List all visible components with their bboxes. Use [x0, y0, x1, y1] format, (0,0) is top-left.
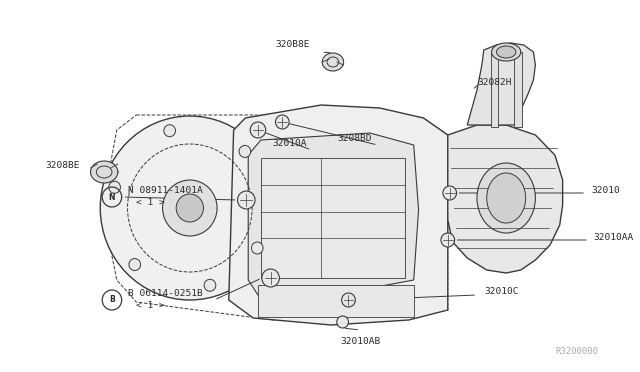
- Circle shape: [262, 269, 280, 287]
- Circle shape: [163, 180, 217, 236]
- Ellipse shape: [486, 173, 525, 223]
- Polygon shape: [228, 105, 448, 325]
- Circle shape: [100, 116, 280, 300]
- Text: 32010AA: 32010AA: [594, 232, 634, 241]
- Bar: [491, 52, 499, 127]
- Circle shape: [337, 316, 349, 328]
- Text: 320B8E: 320B8E: [275, 39, 310, 48]
- Circle shape: [176, 194, 204, 222]
- Ellipse shape: [322, 53, 344, 71]
- Circle shape: [204, 279, 216, 291]
- Ellipse shape: [492, 43, 521, 61]
- Text: N 08911-1401A: N 08911-1401A: [129, 186, 204, 195]
- Text: < 1 >: < 1 >: [136, 301, 165, 310]
- Circle shape: [275, 115, 289, 129]
- Ellipse shape: [497, 46, 516, 58]
- Bar: [258, 285, 413, 317]
- Text: B 06114-0251B: B 06114-0251B: [129, 289, 204, 298]
- Circle shape: [443, 186, 456, 200]
- Circle shape: [441, 233, 454, 247]
- Circle shape: [252, 242, 263, 254]
- Circle shape: [250, 122, 266, 138]
- Text: R3200000: R3200000: [556, 347, 598, 356]
- Ellipse shape: [477, 163, 536, 233]
- Text: 32010A: 32010A: [272, 138, 307, 148]
- Polygon shape: [467, 43, 536, 125]
- Text: 3208BD: 3208BD: [337, 134, 372, 142]
- Circle shape: [342, 293, 355, 307]
- Text: 32010AB: 32010AB: [340, 337, 380, 346]
- Circle shape: [164, 125, 175, 137]
- Ellipse shape: [90, 161, 118, 183]
- Text: 32010C: 32010C: [484, 288, 519, 296]
- Polygon shape: [448, 125, 563, 273]
- Circle shape: [109, 181, 120, 193]
- Bar: [514, 52, 522, 127]
- Text: B: B: [109, 295, 115, 305]
- Polygon shape: [248, 133, 419, 295]
- Text: 32082H: 32082H: [477, 77, 511, 87]
- Bar: [261, 158, 405, 278]
- Circle shape: [129, 259, 141, 270]
- Text: 32010: 32010: [592, 186, 621, 195]
- Text: < 1 >: < 1 >: [136, 198, 165, 206]
- Text: 3208BE: 3208BE: [45, 160, 80, 170]
- Circle shape: [237, 191, 255, 209]
- Circle shape: [239, 145, 251, 157]
- Text: N: N: [109, 192, 115, 202]
